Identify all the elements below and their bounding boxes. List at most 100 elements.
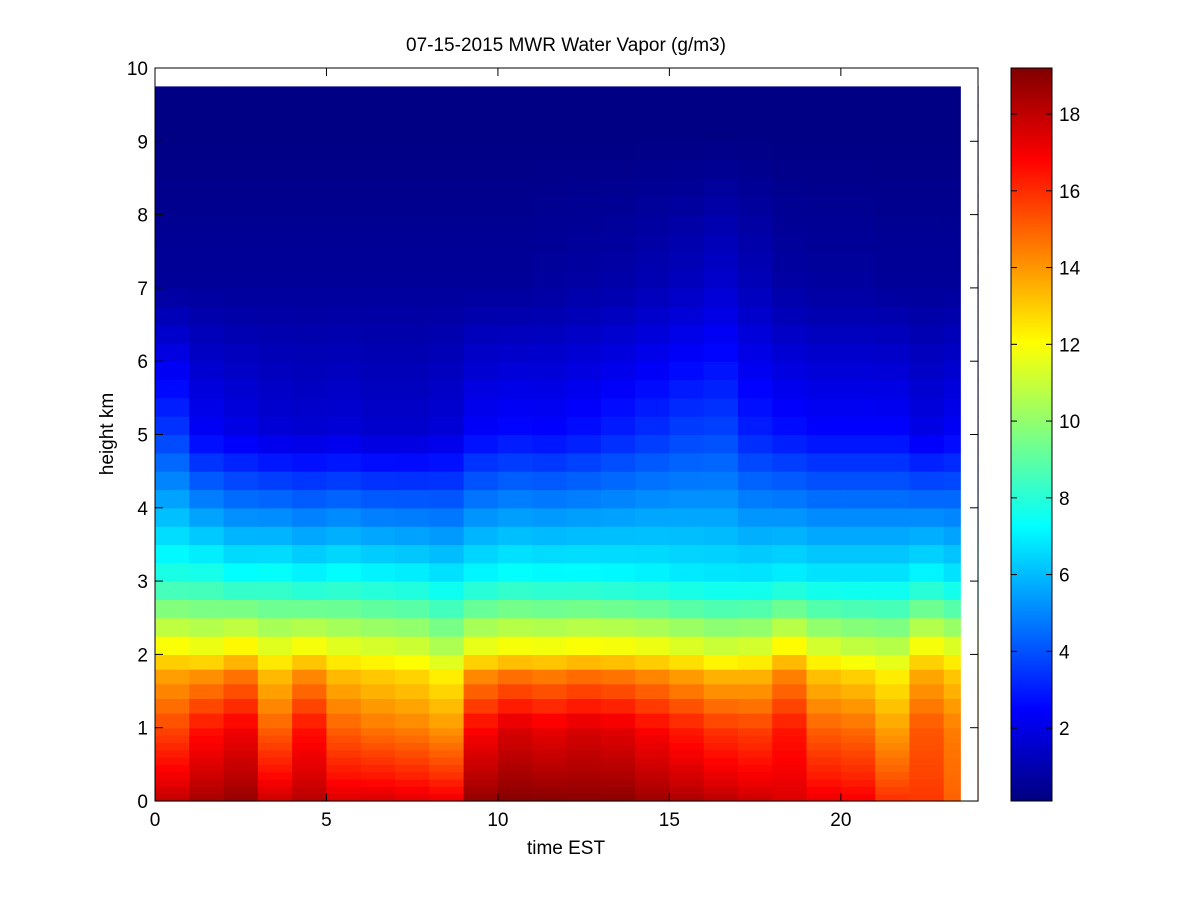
heatmap-cell <box>326 786 362 795</box>
heatmap-cell <box>840 698 876 714</box>
heatmap-cell <box>703 562 739 582</box>
heatmap-cell <box>463 698 499 714</box>
heatmap-cell <box>360 306 396 326</box>
heatmap-cell <box>737 379 773 399</box>
heatmap-cell <box>257 764 293 773</box>
heatmap-cell <box>772 779 808 787</box>
heatmap-cell <box>292 287 328 307</box>
heatmap-cell <box>566 757 602 765</box>
heatmap-cell <box>155 361 190 381</box>
heatmap-cell <box>566 562 602 582</box>
heatmap-cell <box>326 452 362 472</box>
heatmap-cell <box>189 742 225 751</box>
heatmap-cell <box>566 232 602 252</box>
heatmap-cell <box>875 214 911 234</box>
heatmap-cell <box>292 786 328 795</box>
heatmap-cell <box>772 361 808 381</box>
heatmap-cell <box>669 86 705 106</box>
heatmap-cell <box>326 397 362 417</box>
x-axis-label: time EST <box>527 838 606 859</box>
heatmap-cell <box>909 287 945 307</box>
heatmap-cell <box>772 287 808 307</box>
heatmap-cell <box>772 489 808 509</box>
heatmap-cell <box>600 669 636 685</box>
heatmap-cell <box>840 669 876 685</box>
heatmap-cell <box>806 735 842 743</box>
heatmap-cell <box>532 727 568 736</box>
heatmap-cell <box>155 654 190 670</box>
heatmap-cell <box>257 86 293 87</box>
heatmap-cell <box>257 287 293 307</box>
heatmap-cell <box>600 214 636 234</box>
heatmap-cell <box>292 269 328 289</box>
heatmap-cell <box>463 251 499 271</box>
heatmap-cell <box>909 452 945 472</box>
heatmap-cell <box>737 122 773 142</box>
heatmap-cell <box>840 306 876 326</box>
heatmap-cell <box>737 698 773 714</box>
heatmap-cell <box>909 214 945 234</box>
heatmap-cell <box>806 196 842 216</box>
heatmap-cell <box>703 434 739 454</box>
heatmap-cell <box>772 636 808 655</box>
heatmap-cell <box>497 786 533 795</box>
heatmap-cell <box>875 397 911 417</box>
heatmap-cell <box>532 617 568 637</box>
heatmap-cell <box>463 544 499 564</box>
heatmap-cell <box>292 471 328 491</box>
heatmap-cell <box>463 86 499 106</box>
heatmap-cell <box>395 786 430 795</box>
heatmap-cell <box>326 793 362 802</box>
heatmap-cell <box>566 177 602 197</box>
heatmap-cell <box>875 251 911 271</box>
heatmap-cell <box>532 713 568 729</box>
heatmap-cell <box>669 636 705 655</box>
heatmap-cell <box>360 793 396 802</box>
heatmap-cell <box>772 306 808 326</box>
heatmap-cell <box>429 104 465 124</box>
heatmap-cell <box>806 757 842 765</box>
heatmap-cell <box>223 793 259 802</box>
heatmap-cell <box>703 177 739 197</box>
heatmap-cell <box>600 544 636 564</box>
heatmap-cell <box>326 771 362 780</box>
heatmap-cell <box>875 196 911 216</box>
heatmap-cell <box>326 526 362 546</box>
heatmap-cell <box>600 159 636 179</box>
heatmap-cell <box>806 434 842 454</box>
heatmap-cell <box>909 544 945 564</box>
heatmap-cell <box>155 713 190 729</box>
heatmap-cell <box>395 324 430 344</box>
heatmap-cell <box>875 104 911 124</box>
heatmap-cell <box>223 698 259 714</box>
heatmap-cell <box>840 779 876 787</box>
heatmap-cell <box>326 434 362 454</box>
heatmap-cell <box>703 636 739 655</box>
heatmap-cell <box>566 764 602 773</box>
heatmap-cell <box>532 526 568 546</box>
heatmap-cell <box>772 416 808 436</box>
heatmap-cell <box>840 196 876 216</box>
heatmap-cell <box>257 581 293 601</box>
heatmap-cell <box>360 196 396 216</box>
heatmap-cell <box>497 159 533 179</box>
heatmap-cell <box>223 727 259 736</box>
heatmap-cell <box>223 452 259 472</box>
heatmap-cell <box>463 757 499 765</box>
heatmap-cell <box>360 122 396 142</box>
heatmap-cell <box>223 526 259 546</box>
heatmap-cell <box>292 379 328 399</box>
heatmap-cell <box>669 771 705 780</box>
heatmap-cell <box>463 287 499 307</box>
heatmap-cell <box>326 489 362 509</box>
heatmap-cell <box>223 683 259 699</box>
heatmap-cell <box>737 771 773 780</box>
heatmap-cell <box>155 489 190 509</box>
heatmap-cell <box>429 489 465 509</box>
heatmap-cell <box>840 617 876 637</box>
heatmap-cell <box>257 507 293 527</box>
heatmap-cell <box>600 507 636 527</box>
heatmap-cell <box>360 177 396 197</box>
heatmap-cell <box>326 269 362 289</box>
heatmap-cell <box>429 342 465 362</box>
